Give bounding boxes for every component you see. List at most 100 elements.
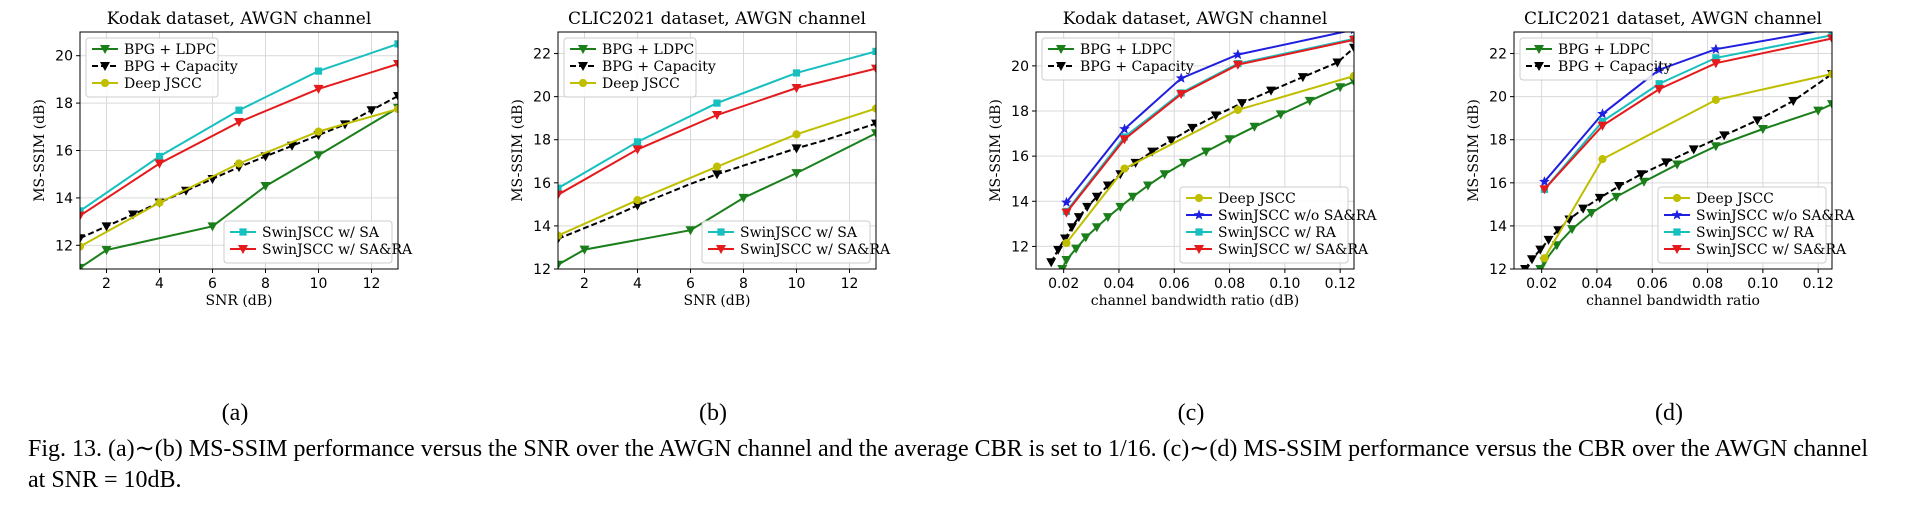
x-axis-label: channel bandwidth ratio (dB) [1091,293,1299,309]
data-point-bpg-ldpc [1115,202,1126,212]
legend-frame [223,220,393,264]
data-point-bpg-ldpc [1535,265,1546,269]
data-point-bpg-ldpc [1611,192,1622,202]
data-point-bpg-ldpc [1249,122,1260,132]
legend-label-bpg-capacity: BPG + Capacity [602,59,716,75]
y-tick-label: 16 [1489,176,1507,192]
data-point-bpg-capacity [1535,245,1546,255]
y-tick-label: 16 [533,176,551,192]
data-point-bpg-ldpc [1672,160,1683,170]
legend-marker-swinjscc-w-saandra [238,245,248,254]
data-point-swinjscc-w-o-saandra [1710,43,1722,54]
data-point-bpg-ldpc [1757,124,1768,134]
data-point-bpg-capacity [1166,136,1177,146]
legend-frame [1657,186,1827,264]
legend-marker-deep-jscc [1194,193,1204,203]
data-point-bpg-capacity [1719,131,1730,141]
y-axis-label: MS-SSIM (dB) [32,99,48,202]
data-point-swinjscc-w-saandra [632,145,643,155]
legend-label-bpg-ldpc: BPG + LDPC [1558,42,1650,58]
data-point-bpg-capacity [366,106,377,116]
data-point-bpg-ldpc [791,169,802,179]
legend-marker-bpg-ldpc [100,45,110,54]
y-axis-label: MS-SSIM (dB) [510,99,526,202]
chart-title: Kodak dataset, AWGN channel [1063,9,1328,29]
chart-panel-b: CLIC2021 dataset, AWGN channel 2 4 6 8 10 12 12… [478,0,948,440]
data-point-swinjscc-w-sa [633,138,642,146]
legend-marker-swinjscc-w-o-saandra [1671,209,1683,220]
panel-label-d: (d) [1655,400,1683,426]
x-tick-label: 0.04 [1581,276,1612,292]
x-tick-label: 12 [841,276,859,292]
ticks: 0.02 0.04 0.06 0.08 0.10 0.12 12 14 16 18 20 [1011,59,1356,292]
series-line-deep-jscc [1065,75,1354,244]
series-group [558,47,876,269]
data-point-deep-jscc [1540,254,1549,263]
legend-marker-bpg-capacity [100,62,110,71]
x-tick-label: 0.10 [1269,276,1300,292]
legend-label-swinjscc-w-saandra: SwinJSCC w/ SA&RA [1218,242,1369,258]
data-point-bpg-capacity [128,210,138,220]
data-point-bpg-ldpc [1142,181,1153,191]
chart-title: CLIC2021 dataset, AWGN channel [568,9,866,29]
ticks: 0.02 0.04 0.06 0.08 0.10 0.12 12 14 16 18 20 22 [1489,47,1834,292]
y-tick-label: 14 [1489,219,1507,235]
legend-label-deep-jscc: Deep JSCC [1218,191,1296,207]
data-point-bpg-ldpc [101,246,112,256]
data-point-swinjscc-w-saandra [154,159,165,169]
y-tick-label: 20 [533,90,551,106]
data-point-bpg-ldpc [1061,255,1072,265]
legend-marker-bpg-capacity [1056,62,1066,71]
legend-marker-swinjscc-w-ra [1673,228,1681,236]
data-point-swinjscc-w-ra [1712,54,1720,62]
data-point-deep-jscc [633,195,642,205]
data-point-deep-jscc [712,162,722,171]
data-point-bpg-capacity [1297,73,1308,83]
data-point-bpg-capacity [1187,123,1198,133]
data-point-bpg-capacity [632,201,643,211]
plot-frame [1513,31,1833,270]
x-tick-label: 0.08 [1214,276,1245,292]
x-tick-label: 0.10 [1747,276,1778,292]
x-tick-label: 10 [310,276,328,292]
data-point-bpg-ldpc [1224,135,1235,145]
data-point-bpg-ldpc [1201,147,1212,157]
y-tick-label: 14 [1011,194,1029,210]
data-point-bpg-capacity [1661,158,1672,168]
data-point-bpg-capacity [1102,181,1113,191]
x-tick-label: 6 [208,276,217,292]
data-point-bpg-capacity [1237,99,1248,109]
legend-label-swinjscc-w-ra: SwinJSCC w/ RA [1218,225,1337,241]
data-point-swinjscc-w-saandra [871,64,876,74]
chart-a-svg: Kodak dataset, AWGN channel 2 4 6 8 10 12 12 14 1… [32,9,413,309]
data-point-swinjscc-w-ra [1655,80,1663,88]
data-point-swinjscc-w-saandra [558,190,563,200]
data-point-bpg-ldpc [80,263,85,269]
y-tick-label: 18 [533,133,551,149]
x-tick-label: 6 [686,276,695,292]
data-point-bpg-capacity [1543,235,1554,245]
legend-marker-swinjscc-w-ra [1195,228,1203,236]
data-point-bpg-capacity [1788,96,1799,106]
data-point-deep-jscc [234,159,244,168]
y-tick-label: 12 [1489,262,1507,278]
data-point-deep-jscc [1598,155,1607,164]
x-tick-label: 2 [580,276,589,292]
data-point-bpg-ldpc [1057,265,1068,269]
data-point-swinjscc-w-o-saandra [1061,196,1072,207]
legend-marker-swinjscc-w-sa [239,228,247,236]
x-tick-label: 12 [363,276,381,292]
panel-label-c: (c) [1177,400,1205,426]
data-point-bpg-capacity [1526,255,1537,265]
legend-marker-bpg-capacity [1534,62,1544,71]
legend-label-bpg-capacity: BPG + Capacity [1558,59,1672,75]
legend-label-deep-jscc: Deep JSCC [124,76,202,92]
data-point-swinjscc-w-o-saandra [1597,108,1608,119]
data-point-deep-jscc [1062,238,1071,248]
y-tick-label: 22 [533,47,551,63]
y-tick-label: 14 [55,191,73,207]
